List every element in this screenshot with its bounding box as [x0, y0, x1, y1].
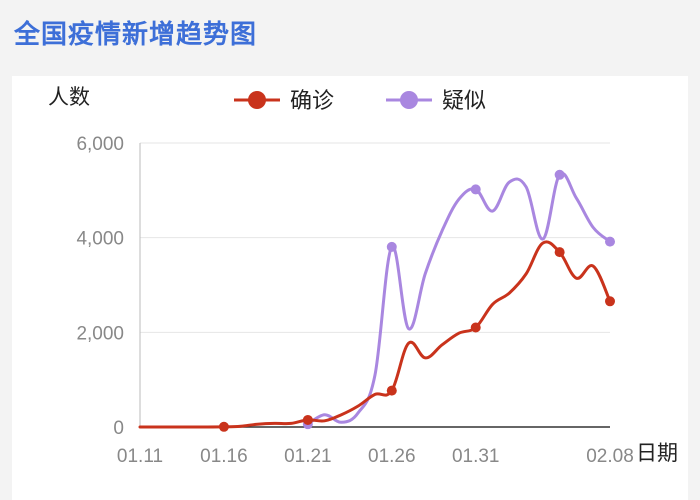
suspected-point — [470, 184, 481, 195]
x-axis-title: 日期 — [636, 441, 678, 465]
legend-label: 确诊 — [290, 89, 334, 114]
x-tick-label: 01.11 — [117, 446, 163, 467]
x-tick-label: 01.26 — [368, 446, 416, 467]
legend-marker — [400, 91, 418, 109]
x-tick-label: 01.21 — [284, 446, 332, 467]
confirmed-point — [302, 414, 313, 425]
legend-item[interactable]: 疑似 — [386, 89, 486, 114]
suspected-point — [605, 236, 615, 247]
suspected-point — [386, 241, 397, 252]
legend: 确诊 疑似 — [234, 89, 486, 114]
legend-item[interactable]: 确诊 — [234, 89, 334, 114]
y-tick-label: 0 — [113, 418, 124, 439]
confirmed-series-line — [138, 240, 612, 429]
suspected-series-line — [306, 171, 612, 426]
watermark: 知乎 @游戏与法 — [537, 467, 676, 489]
series-lines — [138, 169, 615, 432]
y-axis-title: 人数 — [48, 85, 90, 109]
y-tick-label: 2,000 — [76, 323, 124, 344]
y-tick-label: 4,000 — [76, 229, 124, 250]
suspected-point — [554, 169, 565, 180]
y-tick-labels: 0 2,000 4,000 6,000 — [76, 134, 124, 439]
page-title: 全国疫情新增趋势图 — [14, 20, 258, 50]
confirmed-point — [554, 247, 565, 258]
grid-lines — [140, 142, 610, 333]
x-tick-label: 01.31 — [452, 446, 500, 467]
confirmed-point — [386, 385, 397, 396]
legend-marker — [248, 91, 266, 109]
y-tick-label: 6,000 — [76, 134, 124, 155]
x-tick-label: 01.16 — [200, 446, 248, 467]
confirmed-point — [218, 421, 229, 432]
x-tick-label: 02.08 — [586, 446, 634, 467]
confirmed-point — [605, 296, 615, 307]
chart-card: 0 2,000 4,000 6,000 01.11 01.16 01.21 01.26 01.… — [12, 76, 688, 500]
confirmed-point — [470, 322, 481, 333]
x-tick-labels: 01.11 01.16 01.21 01.26 01.31 02.08 — [117, 446, 634, 467]
legend-label: 疑似 — [442, 89, 486, 114]
